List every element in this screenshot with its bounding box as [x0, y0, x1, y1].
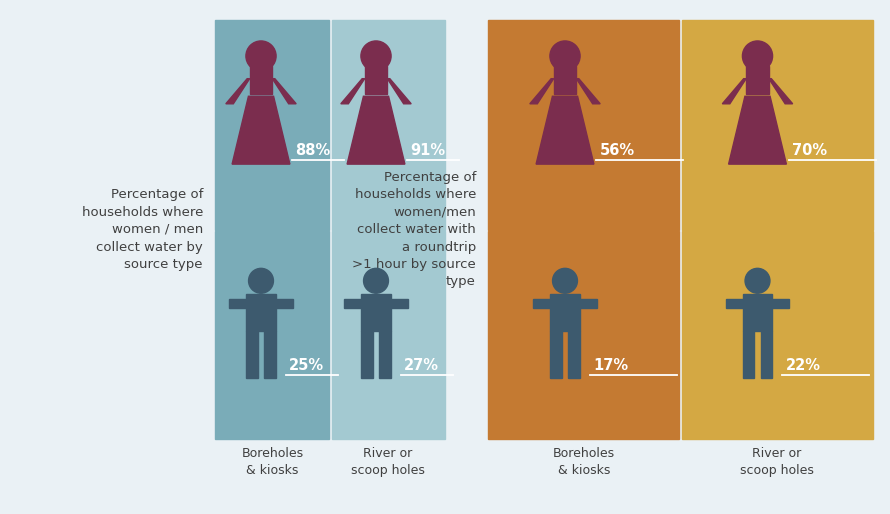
Bar: [773, 299, 789, 308]
Text: 56%: 56%: [600, 143, 635, 158]
Polygon shape: [232, 96, 290, 164]
Text: River or
scoop holes: River or scoop holes: [351, 447, 425, 477]
Bar: [554, 66, 577, 94]
Text: 25%: 25%: [289, 358, 324, 373]
Text: Boreholes
& kiosks: Boreholes & kiosks: [554, 447, 615, 477]
Bar: [247, 295, 276, 331]
Bar: [533, 299, 550, 308]
Text: Percentage of
households where
women/men
collect water with
a roundtrip
>1 hour : Percentage of households where women/men…: [352, 171, 476, 288]
Bar: [726, 299, 743, 308]
Bar: [247, 331, 257, 378]
Bar: [569, 331, 579, 378]
Polygon shape: [226, 79, 250, 104]
Bar: [682, 20, 873, 229]
Circle shape: [550, 41, 580, 71]
Polygon shape: [577, 79, 600, 104]
Polygon shape: [530, 79, 554, 104]
Circle shape: [745, 268, 770, 293]
Text: 91%: 91%: [410, 143, 446, 158]
Bar: [379, 331, 391, 378]
Text: Percentage of
households where
women / men
collect water by
source type: Percentage of households where women / m…: [82, 188, 203, 271]
Text: 88%: 88%: [295, 143, 331, 158]
Polygon shape: [272, 79, 296, 104]
Text: 27%: 27%: [404, 358, 439, 373]
Bar: [344, 299, 361, 308]
Bar: [391, 299, 408, 308]
Text: 70%: 70%: [792, 143, 827, 158]
Bar: [550, 295, 579, 331]
Polygon shape: [347, 96, 405, 164]
Polygon shape: [341, 79, 365, 104]
Text: 17%: 17%: [593, 358, 628, 373]
Circle shape: [361, 41, 391, 71]
Text: River or
scoop holes: River or scoop holes: [740, 447, 813, 477]
Bar: [331, 20, 445, 229]
Bar: [579, 299, 596, 308]
Circle shape: [246, 41, 276, 71]
Bar: [361, 295, 391, 331]
Bar: [488, 231, 679, 439]
Bar: [746, 66, 769, 94]
Bar: [361, 331, 373, 378]
Bar: [276, 299, 293, 308]
Circle shape: [742, 41, 773, 71]
Bar: [488, 20, 679, 229]
Bar: [743, 331, 754, 378]
Circle shape: [363, 268, 388, 293]
Polygon shape: [723, 79, 746, 104]
Bar: [365, 66, 387, 94]
Circle shape: [248, 268, 273, 293]
Bar: [230, 299, 247, 308]
Bar: [250, 66, 272, 94]
Text: Boreholes
& kiosks: Boreholes & kiosks: [241, 447, 303, 477]
Bar: [215, 20, 328, 229]
Bar: [215, 231, 328, 439]
Bar: [550, 331, 562, 378]
Bar: [264, 331, 276, 378]
Bar: [743, 295, 773, 331]
Bar: [331, 231, 445, 439]
Bar: [682, 231, 873, 439]
Polygon shape: [387, 79, 411, 104]
Polygon shape: [729, 96, 787, 164]
Polygon shape: [769, 79, 793, 104]
Circle shape: [553, 268, 578, 293]
Bar: [761, 331, 773, 378]
Text: 22%: 22%: [785, 358, 821, 373]
Polygon shape: [536, 96, 594, 164]
